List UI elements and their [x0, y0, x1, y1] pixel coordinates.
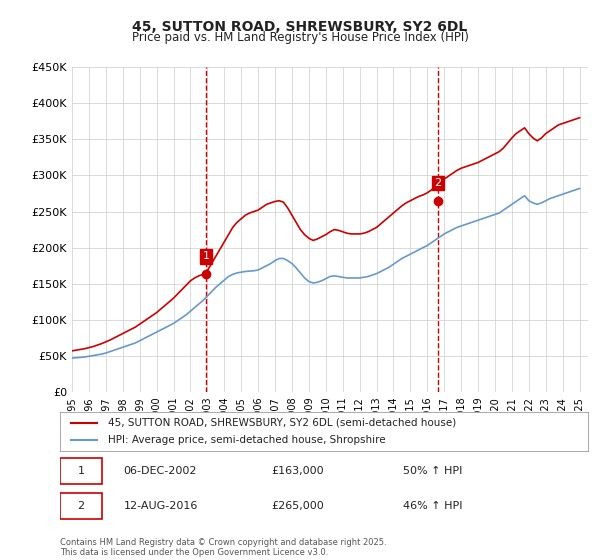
FancyBboxPatch shape — [60, 493, 102, 519]
Text: 45, SUTTON ROAD, SHREWSBURY, SY2 6DL (semi-detached house): 45, SUTTON ROAD, SHREWSBURY, SY2 6DL (se… — [107, 418, 456, 428]
Text: 2: 2 — [77, 501, 85, 511]
Text: £163,000: £163,000 — [271, 466, 324, 476]
Text: 45, SUTTON ROAD, SHREWSBURY, SY2 6DL: 45, SUTTON ROAD, SHREWSBURY, SY2 6DL — [133, 20, 467, 34]
Text: HPI: Average price, semi-detached house, Shropshire: HPI: Average price, semi-detached house,… — [107, 435, 385, 445]
Text: 1: 1 — [202, 251, 209, 262]
Text: Price paid vs. HM Land Registry's House Price Index (HPI): Price paid vs. HM Land Registry's House … — [131, 31, 469, 44]
Text: 2: 2 — [434, 178, 442, 188]
Text: 12-AUG-2016: 12-AUG-2016 — [124, 501, 198, 511]
FancyBboxPatch shape — [60, 458, 102, 484]
Text: 46% ↑ HPI: 46% ↑ HPI — [403, 501, 463, 511]
Text: 50% ↑ HPI: 50% ↑ HPI — [403, 466, 463, 476]
Text: 06-DEC-2002: 06-DEC-2002 — [124, 466, 197, 476]
Text: £265,000: £265,000 — [271, 501, 324, 511]
Text: 1: 1 — [77, 466, 85, 476]
Text: Contains HM Land Registry data © Crown copyright and database right 2025.
This d: Contains HM Land Registry data © Crown c… — [60, 538, 386, 557]
